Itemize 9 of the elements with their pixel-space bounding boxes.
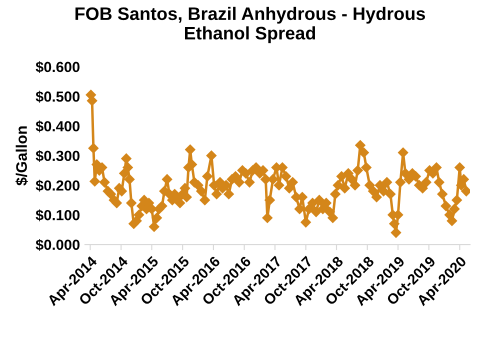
y-tick-label: $0.100	[36, 209, 80, 222]
y-tick-label: $0.600	[36, 61, 80, 74]
y-tick-label: $0.500	[36, 90, 80, 103]
y-tick-label: $0.200	[36, 180, 80, 192]
y-tick-label: $0.400	[36, 120, 80, 132]
chart-title: FOB Santos, Brazil Anhydrous - Hydrous Ethanol Spread	[75, 6, 425, 44]
y-tick-label: $0.000	[36, 238, 80, 251]
y-tick-label: $0.300	[36, 150, 80, 162]
y-axis-title: $/Gallon	[15, 126, 28, 186]
